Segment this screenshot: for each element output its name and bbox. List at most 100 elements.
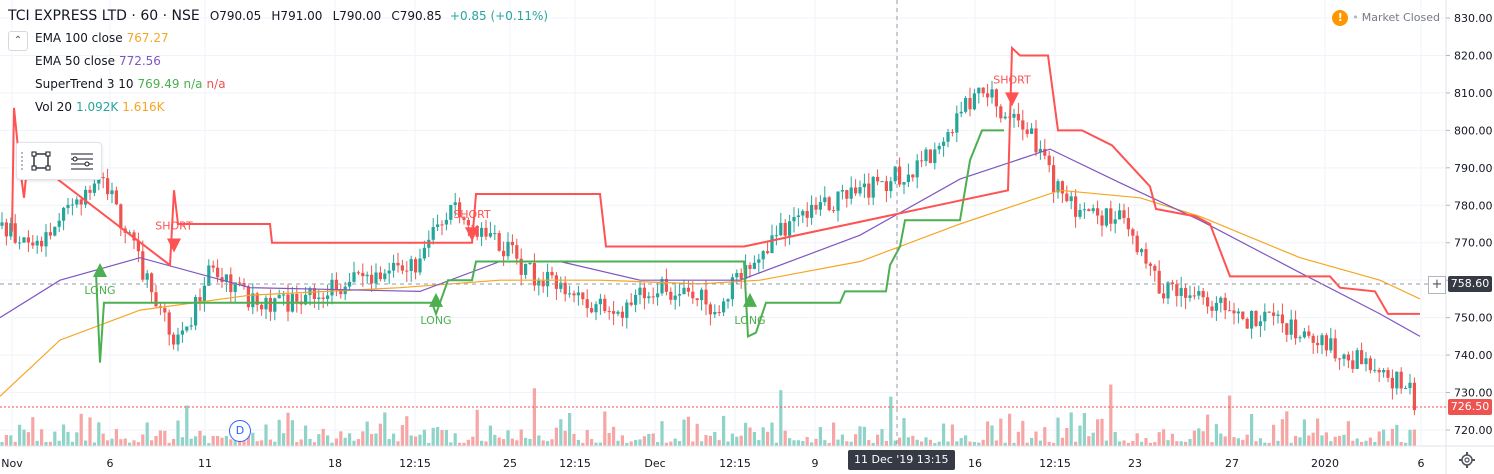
volume-bar xyxy=(761,427,765,446)
candle-body xyxy=(1034,128,1038,153)
candle-body xyxy=(282,294,286,296)
add-alert-button[interactable]: + xyxy=(1428,276,1446,294)
time-tick-label: 23 xyxy=(1128,457,1142,470)
volume-bar xyxy=(568,412,572,446)
candle-body xyxy=(1263,311,1267,322)
candle-body xyxy=(1060,181,1064,194)
candle-body xyxy=(1184,288,1188,298)
collapse-legend-button[interactable]: ⌃ xyxy=(8,31,28,51)
volume-bar xyxy=(937,441,941,446)
candle-body xyxy=(823,197,827,203)
volume-bar xyxy=(695,423,699,446)
volume-bar xyxy=(233,439,237,446)
symbol-title[interactable]: TCI EXPRESS LTD · 60 · NSE xyxy=(8,8,200,24)
chart-settings-button[interactable] xyxy=(1458,451,1476,469)
volume-bar xyxy=(700,441,704,446)
candle-body xyxy=(128,232,132,234)
candle-body xyxy=(1280,314,1284,324)
candle-body xyxy=(40,240,44,247)
candle-body xyxy=(528,263,532,265)
volume-bar xyxy=(990,425,994,446)
chevron-up-icon: ⌃ xyxy=(13,35,23,46)
candle-body xyxy=(946,132,950,142)
rectangle-tool-button[interactable] xyxy=(29,149,53,173)
candle-body xyxy=(774,235,778,237)
candle-body xyxy=(392,262,396,271)
price-tick-label: 770.00 xyxy=(1454,237,1493,250)
volume-bar xyxy=(185,405,189,446)
price-tick-label: 810.00 xyxy=(1454,87,1493,100)
volume-bar xyxy=(783,430,787,446)
candle-body xyxy=(1082,209,1086,211)
candle-body xyxy=(1399,371,1403,389)
volume-bar xyxy=(656,442,660,446)
volume-bar xyxy=(999,418,1003,446)
volume-bar xyxy=(814,438,818,446)
volume-bar xyxy=(708,435,712,446)
candle-body xyxy=(537,280,541,286)
candle-body xyxy=(1377,369,1381,373)
candle-body xyxy=(1109,208,1113,224)
volume-bar xyxy=(581,442,585,446)
candle-body xyxy=(427,239,431,248)
indicator-row[interactable]: SuperTrend 3 10 769.49 n/a n/a xyxy=(35,77,226,91)
candle-body xyxy=(933,149,937,164)
volume-bar xyxy=(246,433,250,446)
candle-body xyxy=(449,205,453,220)
candle-body xyxy=(136,240,140,252)
candle-body xyxy=(519,258,523,275)
indicator-row[interactable]: EMA 50 close 772.56 xyxy=(35,54,161,68)
candle-body xyxy=(167,312,171,335)
candle-body xyxy=(35,240,39,246)
volume-bar xyxy=(295,442,299,446)
candle-body xyxy=(713,311,717,315)
candle-body xyxy=(994,89,998,107)
volume-bar xyxy=(255,441,259,446)
dividend-marker[interactable]: D xyxy=(229,420,251,442)
market-status[interactable]: ! • Market Closed xyxy=(1332,10,1440,26)
candle-body xyxy=(977,87,981,94)
candle-body xyxy=(607,311,611,313)
volume-bar xyxy=(1236,438,1240,446)
indicator-row[interactable]: Vol 20 1.092K 1.616K xyxy=(35,100,165,114)
candle-body xyxy=(1144,249,1148,264)
lines-icon xyxy=(71,153,93,170)
candle-body xyxy=(704,289,708,305)
candle-body xyxy=(418,258,422,273)
candle-body xyxy=(0,222,4,226)
candle-body xyxy=(862,183,866,188)
volume-bar xyxy=(620,435,624,446)
volume-bar xyxy=(198,430,202,446)
volume-bar xyxy=(950,424,954,446)
volume-bar xyxy=(928,439,932,446)
volume-bar xyxy=(224,436,228,446)
volume-bar xyxy=(1082,413,1086,446)
candle-body xyxy=(1364,358,1368,365)
candle-body xyxy=(1056,181,1060,193)
candle-body xyxy=(13,223,17,243)
indicator-row[interactable]: EMA 100 close 767.27 xyxy=(35,31,169,45)
drag-handle-icon[interactable] xyxy=(20,151,24,171)
candle-body xyxy=(955,113,959,133)
candle-body xyxy=(884,181,888,192)
candle-body xyxy=(590,308,594,313)
candle-body xyxy=(1302,331,1306,338)
volume-bar xyxy=(422,429,426,446)
volume-bar xyxy=(158,430,162,446)
candle-body xyxy=(770,235,774,254)
volume-bar xyxy=(625,442,629,446)
candle-body xyxy=(9,223,13,237)
candle-body xyxy=(827,197,831,211)
volume-bar xyxy=(216,435,220,446)
candle-body xyxy=(1276,314,1280,316)
short-arrow-icon xyxy=(167,238,181,253)
list-tool-button[interactable] xyxy=(69,149,93,173)
candle-body xyxy=(647,296,651,299)
volume-bar xyxy=(334,438,338,446)
indicator-value: 769.49 xyxy=(137,77,180,91)
market-status-label: Market Closed xyxy=(1361,11,1440,24)
time-tick-label: 18 xyxy=(328,457,342,470)
volume-bar xyxy=(378,423,382,446)
candle-body xyxy=(889,181,893,192)
